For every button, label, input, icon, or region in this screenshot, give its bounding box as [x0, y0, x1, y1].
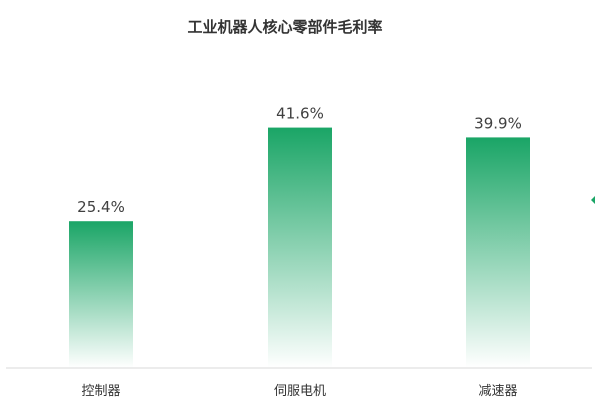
- data-label-3: 39.9%: [474, 114, 522, 132]
- x-tick-labels-layer: 控制器 伺服电机 减速器: [81, 384, 517, 399]
- bars-layer: [69, 127, 530, 368]
- data-label-1: 25.4%: [77, 198, 125, 216]
- bar-3: [466, 137, 530, 368]
- x-tick-label-3: 减速器: [478, 384, 517, 399]
- bar-1: [69, 221, 133, 368]
- data-label-2: 41.6%: [276, 105, 324, 123]
- chart-title: 工业机器人核心零部件毛利率: [187, 18, 382, 36]
- data-labels-layer: 25.4% 41.6% 39.9%: [77, 105, 522, 217]
- edge-marker-icon: [591, 196, 595, 204]
- x-tick-label-1: 控制器: [81, 384, 120, 399]
- bar-2: [268, 127, 332, 368]
- x-tick-label-2: 伺服电机: [274, 384, 326, 399]
